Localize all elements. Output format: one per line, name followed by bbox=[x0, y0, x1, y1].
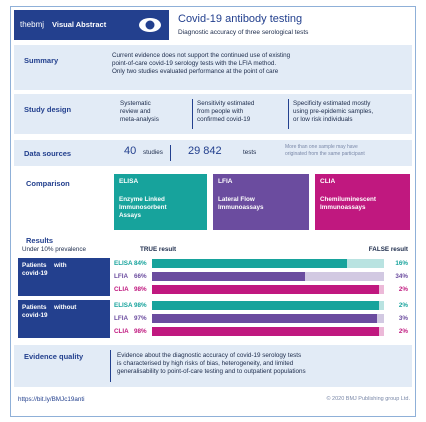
method: ELISA bbox=[114, 302, 133, 309]
false-bar bbox=[379, 301, 384, 310]
true-label: 84% bbox=[134, 260, 147, 267]
method-text: Enzyme Linked bbox=[119, 196, 165, 203]
group-text: without bbox=[54, 304, 76, 311]
true-bar bbox=[152, 327, 379, 336]
subtitle: Diagnostic accuracy of three serological… bbox=[178, 29, 308, 36]
evidence-line: generalisability to point-of-care testin… bbox=[117, 368, 306, 375]
evidence-label: Evidence quality bbox=[24, 352, 83, 361]
evidence-line: is characterised by high risks of bias, … bbox=[117, 360, 293, 367]
false-label: 34% bbox=[395, 273, 408, 280]
group-text: Patients bbox=[22, 304, 47, 311]
design-text: review and bbox=[120, 108, 150, 115]
design-text: from people with bbox=[197, 108, 243, 115]
false-label: 2% bbox=[399, 328, 408, 335]
title: Covid-19 antibody testing bbox=[178, 13, 302, 25]
false-bar bbox=[347, 259, 384, 268]
divider bbox=[170, 145, 171, 161]
design-text: or low risk individuals bbox=[293, 116, 353, 123]
method-text: Immunoassays bbox=[218, 204, 264, 211]
method-card: LFIA Lateral FlowImmunoassays bbox=[213, 174, 309, 230]
true-bar bbox=[152, 285, 379, 294]
design-text: using pre-epidemic samples, bbox=[293, 108, 373, 115]
true-label: 97% bbox=[134, 315, 147, 322]
tests-label: tests bbox=[243, 149, 256, 156]
divider bbox=[192, 99, 193, 129]
method: CLIA bbox=[114, 328, 129, 335]
false-label: 2% bbox=[399, 302, 408, 309]
method-name: LFIA bbox=[218, 178, 232, 185]
group-text: covid-19 bbox=[22, 270, 48, 277]
group-text: with bbox=[54, 262, 67, 269]
true-header: TRUE result bbox=[140, 246, 176, 253]
design-text: confirmed covid-19 bbox=[197, 116, 250, 123]
design-text: meta-analysis bbox=[120, 116, 159, 123]
false-header: FALSE result bbox=[369, 246, 408, 253]
brand: thebmj bbox=[20, 20, 44, 29]
true-bar bbox=[152, 314, 377, 323]
summary-line: Only two studies evaluated performance a… bbox=[112, 68, 278, 75]
link[interactable]: https://bit.ly/BMJc19anti bbox=[18, 396, 85, 403]
method-name: ELISA bbox=[119, 178, 138, 185]
true-bar bbox=[152, 259, 347, 268]
method-text: Immunoassays bbox=[320, 204, 366, 211]
group-label: Patients with covid-19 bbox=[18, 258, 110, 296]
design-text: Specificity estimated mostly bbox=[293, 100, 370, 107]
results-label: Results bbox=[26, 236, 53, 245]
evidence-line: Evidence about the diagnostic accuracy o… bbox=[117, 352, 301, 359]
group-label: Patients without covid-19 bbox=[18, 300, 110, 338]
copyright: © 2020 BMJ Publishing group Ltd. bbox=[326, 396, 410, 402]
false-bar bbox=[379, 285, 384, 294]
method: ELISA bbox=[114, 260, 133, 267]
summary-label: Summary bbox=[24, 56, 58, 65]
tag: Visual Abstract bbox=[52, 20, 106, 29]
method: LFIA bbox=[114, 273, 128, 280]
method: CLIA bbox=[114, 286, 129, 293]
design-text: Sensitivity estimated bbox=[197, 100, 254, 107]
method-text: Lateral Flow bbox=[218, 196, 255, 203]
design-label: Study design bbox=[24, 105, 71, 114]
false-label: 3% bbox=[399, 315, 408, 322]
group-text: covid-19 bbox=[22, 312, 48, 319]
summary-line: point-of-care covid-19 serology tests wi… bbox=[112, 60, 276, 67]
true-label: 98% bbox=[134, 302, 147, 309]
false-bar bbox=[377, 314, 384, 323]
summary-line: Current evidence does not support the co… bbox=[112, 52, 290, 59]
note: originated from the same participant bbox=[285, 151, 365, 157]
false-label: 2% bbox=[399, 286, 408, 293]
true-bar bbox=[152, 272, 305, 281]
studies-count: 40 bbox=[124, 145, 136, 157]
true-label: 98% bbox=[134, 328, 147, 335]
method-card: CLIA ChemiluminescentImmunoassays bbox=[315, 174, 410, 230]
comparison-label: Comparison bbox=[26, 179, 70, 188]
false-label: 16% bbox=[395, 260, 408, 267]
divider bbox=[288, 99, 289, 129]
false-bar bbox=[379, 327, 384, 336]
true-label: 66% bbox=[134, 273, 147, 280]
tests-count: 29 842 bbox=[188, 145, 222, 157]
group-text: Patients bbox=[22, 262, 47, 269]
false-bar bbox=[305, 272, 384, 281]
true-label: 98% bbox=[134, 286, 147, 293]
true-bar bbox=[152, 301, 379, 310]
note: More than one sample may have bbox=[285, 144, 358, 150]
studies-label: studies bbox=[143, 149, 163, 156]
divider bbox=[110, 350, 111, 382]
prevalence: Under 10% prevalence bbox=[22, 246, 86, 253]
data-label: Data sources bbox=[24, 149, 71, 158]
method-text: Assays bbox=[119, 212, 141, 219]
method: LFIA bbox=[114, 315, 128, 322]
method-card: ELISA Enzyme LinkedImmunosorbentAssays bbox=[114, 174, 207, 230]
method-name: CLIA bbox=[320, 178, 335, 185]
page: thebmj Visual Abstract Covid-19 antibody… bbox=[0, 0, 426, 422]
method-text: Immunosorbent bbox=[119, 204, 167, 211]
design-text: Systematic bbox=[120, 100, 151, 107]
eye-icon bbox=[138, 15, 162, 35]
method-text: Chemiluminescent bbox=[320, 196, 376, 203]
